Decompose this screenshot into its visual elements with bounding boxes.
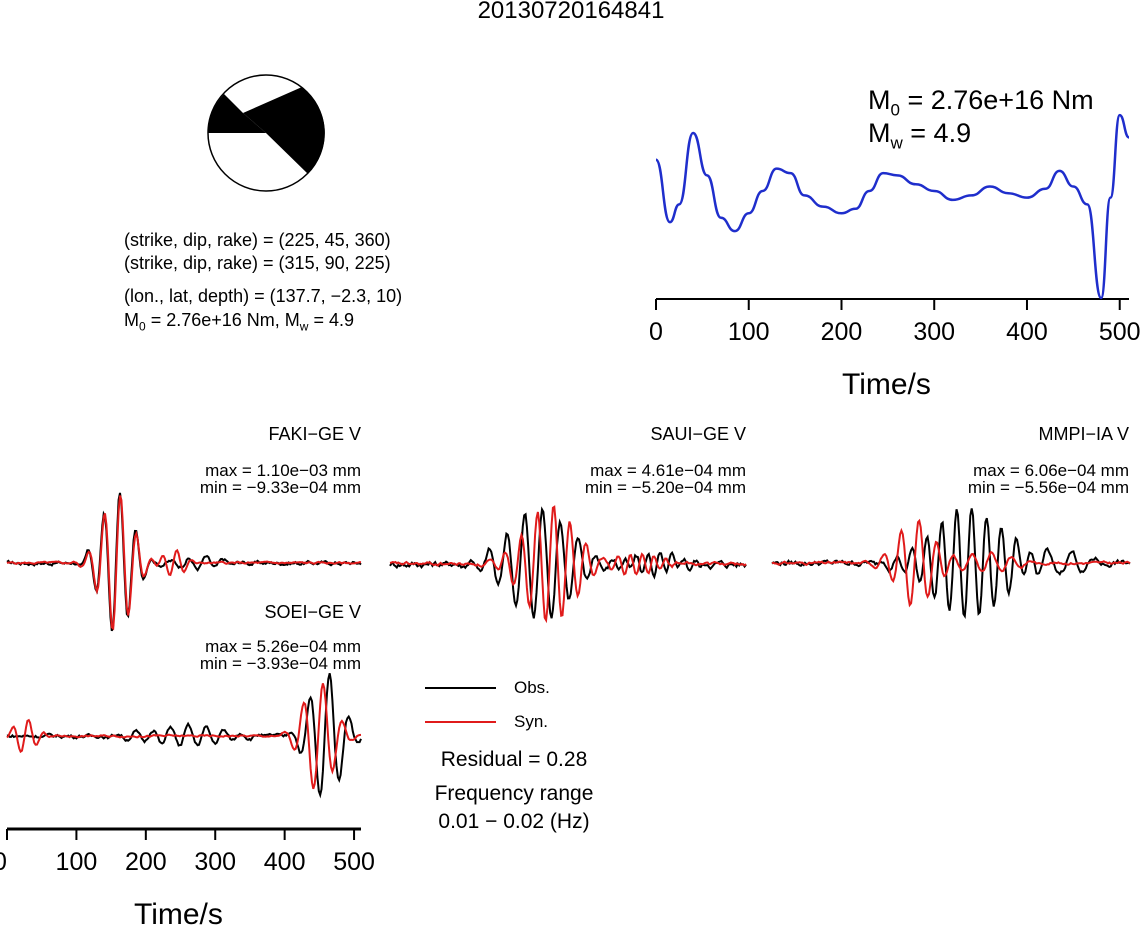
legend-syn-label: Syn. <box>514 712 549 731</box>
stf-x-tick-label: 200 <box>820 318 863 346</box>
stf-x-tick-label: 100 <box>727 318 770 346</box>
stf-x-axis <box>655 298 1129 310</box>
stf-x-tick-label: 500 <box>1098 318 1141 346</box>
synthetic-trace <box>389 505 747 624</box>
station-label-saui: SAUI−GE V <box>650 424 746 444</box>
location-text: (lon., lat, depth) = (137.7, −2.3, 10) <box>124 286 403 306</box>
station-min-saui: min = −5.20e−04 mm <box>584 478 746 497</box>
station-max-soei: max = 5.26e−04 mm <box>205 637 361 656</box>
wave-x-tick-label: 300 <box>194 848 237 876</box>
station-max-mmpi: max = 6.06e−04 mm <box>973 461 1129 480</box>
frequency-title: Frequency range <box>434 782 594 805</box>
stf-m0-label: M0 = 2.76e+16 Nm <box>868 85 1094 120</box>
stf-x-tick-label: 300 <box>913 318 956 346</box>
stf-series-line <box>654 113 1130 300</box>
station-label-mmpi: MMPI−IA V <box>1038 424 1129 444</box>
plane1-text: (strike, dip, rake) = (225, 45, 360) <box>124 230 391 250</box>
wave-x-axis-title: Time/s <box>134 898 223 931</box>
legend-obs-label: Obs. <box>514 678 550 697</box>
plane2-text: (strike, dip, rake) = (315, 90, 225) <box>124 253 391 273</box>
synthetic-trace <box>771 518 1131 608</box>
wave-x-tick-label: 500 <box>333 848 375 876</box>
synthetic-trace <box>6 683 362 790</box>
wave-x-tick-label: 0 <box>0 848 73 877</box>
wave-x-tick-label: 100 <box>55 848 98 876</box>
page-title: 20130720164841 <box>477 0 665 24</box>
stf-x-axis-title: Time/s <box>842 368 931 401</box>
wave-x-axis <box>6 827 361 840</box>
station-min-faki: min = −9.33e−04 mm <box>199 478 361 497</box>
residual-text: Residual = 0.28 <box>440 748 588 771</box>
wave-x-tick-label: 400 <box>263 848 306 876</box>
stf-x-tick-label: 0 <box>649 318 663 346</box>
frequency-value: 0.01 − 0.02 (Hz) <box>438 810 590 833</box>
synthetic-trace <box>6 495 362 631</box>
station-label-faki: FAKI−GE V <box>268 424 361 444</box>
beachball-icon <box>207 74 325 192</box>
waveform-traces <box>6 492 1131 799</box>
stf-x-tick-label: 400 <box>1006 318 1048 346</box>
moment-text: M0 = 2.76e+16 Nm, Mw = 4.9 <box>124 310 354 334</box>
station-min-mmpi: min = −5.56e−04 mm <box>967 478 1129 497</box>
station-max-faki: max = 1.10e−03 mm <box>205 461 361 480</box>
station-max-saui: max = 4.61e−04 mm <box>590 461 746 480</box>
station-label-soei: SOEI−GE V <box>264 602 361 622</box>
stf-mw-label: Mw = 4.9 <box>868 118 972 153</box>
station-min-soei: min = −3.93e−04 mm <box>199 654 361 673</box>
wave-x-tick-label: 200 <box>124 848 167 876</box>
